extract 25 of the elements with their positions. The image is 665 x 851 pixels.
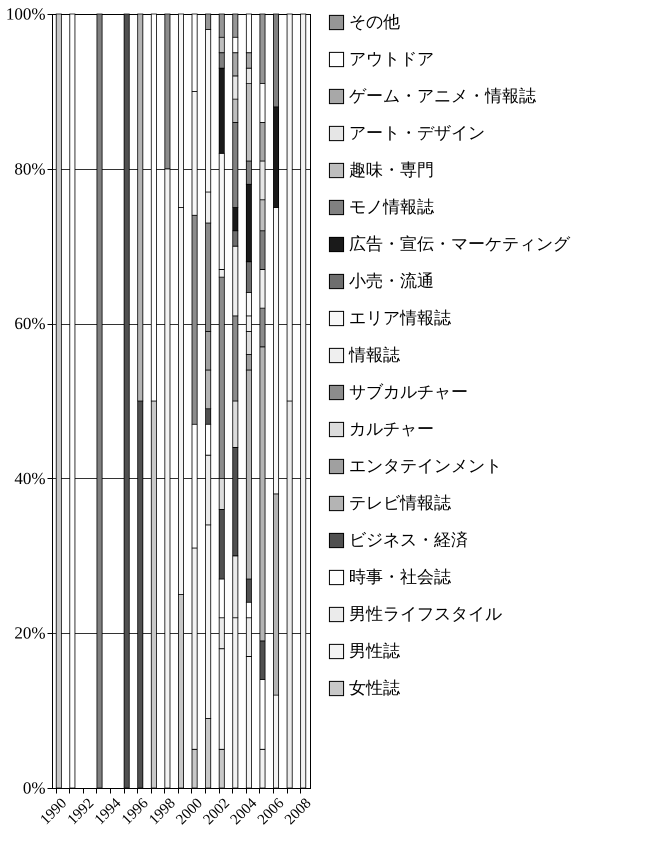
legend-label: アウトドア (349, 50, 434, 68)
legend-label: 時事・社会誌 (349, 568, 451, 586)
legend-label: カルチャー (349, 420, 434, 438)
y-tick-label: 100% (6, 4, 46, 24)
legend-label: サブカルチャー (349, 382, 468, 402)
legend-label: ゲーム・アニメ・情報誌 (349, 86, 536, 106)
legend-label: エンタテインメント (349, 456, 502, 476)
legend-label: モノ情報誌 (349, 198, 434, 216)
legend-label: 情報誌 (348, 346, 400, 364)
y-tick-label: 0% (22, 778, 46, 798)
legend-label: その他 (349, 12, 400, 32)
y-tick-label: 60% (14, 314, 46, 334)
legend-label: ビジネス・経済 (349, 530, 468, 550)
y-tick-label: 40% (14, 468, 46, 488)
legend-label: 小売・流通 (349, 272, 434, 290)
legend-label: 女性誌 (349, 678, 400, 698)
legend-label: アート・デザイン (349, 124, 485, 142)
legend-label: 広告・宣伝・マーケティング (349, 234, 571, 254)
y-tick-label: 80% (14, 159, 46, 178)
legend-label: 男性誌 (349, 642, 400, 660)
legend-label: テレビ情報誌 (349, 494, 451, 512)
legend-label: 男性ライフスタイル (349, 604, 502, 624)
legend-label: エリア情報誌 (349, 308, 451, 328)
y-tick-label: 20% (14, 624, 46, 643)
legend-label: 趣味・専門 (349, 160, 434, 180)
